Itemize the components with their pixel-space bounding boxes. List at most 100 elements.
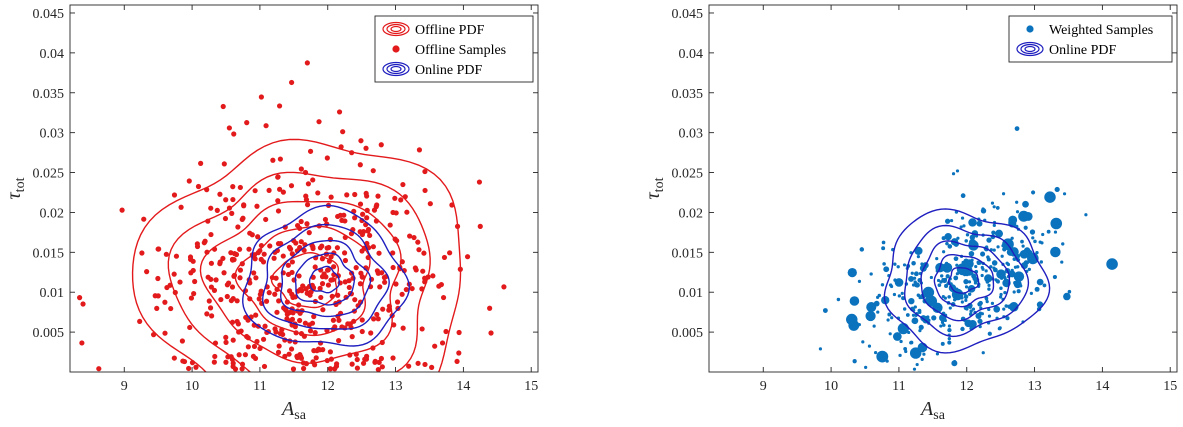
data-point (422, 187, 428, 194)
axes-box (708, 4, 1178, 373)
data-point (945, 218, 951, 224)
data-point (251, 343, 258, 350)
data-point (230, 184, 236, 190)
data-point (945, 274, 950, 279)
data-point (992, 223, 996, 227)
data-point (400, 325, 406, 331)
x-tick-label: 11 (892, 379, 905, 394)
data-point (989, 265, 993, 269)
data-point (218, 296, 224, 303)
x-tick-label: 15 (1163, 379, 1177, 394)
data-point (897, 323, 909, 335)
data-point (1008, 241, 1013, 245)
data-point (273, 275, 279, 281)
data-point (188, 295, 195, 301)
data-point (198, 160, 204, 166)
data-point (280, 253, 286, 259)
data-point (1034, 286, 1040, 292)
data-point (1003, 279, 1008, 284)
data-point (239, 366, 245, 372)
data-point (947, 336, 952, 341)
data-point (899, 339, 903, 344)
data-point (357, 162, 363, 168)
data-point (1016, 289, 1021, 294)
data-point (976, 220, 983, 227)
data-point (96, 366, 102, 372)
data-point (849, 296, 860, 306)
data-point (237, 267, 244, 273)
data-point (992, 266, 996, 270)
legend-dot-icon (392, 45, 400, 53)
data-point (231, 131, 237, 137)
data-point (876, 295, 880, 299)
data-point (257, 248, 263, 254)
data-point (953, 298, 957, 302)
data-point (188, 256, 194, 263)
data-point (1053, 230, 1058, 234)
series-online-pdf-0 (242, 204, 410, 347)
data-point (277, 156, 283, 162)
x-tick-label: 14 (1095, 379, 1109, 394)
data-point (246, 246, 252, 252)
data-point (221, 161, 227, 167)
data-point (275, 208, 282, 214)
data-point (902, 307, 907, 311)
data-point (336, 317, 342, 323)
legend-label: Online PDF (415, 63, 483, 78)
data-point (272, 291, 278, 297)
y-tick-label: 0.04 (40, 47, 65, 62)
data-point (266, 187, 272, 193)
data-point (318, 294, 324, 301)
legend: Offline PDF Offline Samples Online PDF (374, 15, 534, 83)
series-weighted-samples (818, 126, 1118, 371)
data-point (192, 278, 198, 285)
data-point (864, 365, 868, 370)
data-point (144, 269, 150, 275)
data-point (258, 94, 264, 100)
data-point (925, 295, 938, 307)
data-point (403, 286, 409, 293)
data-point (237, 184, 243, 191)
data-point (977, 301, 983, 307)
data-point (306, 230, 312, 236)
data-point (965, 273, 969, 277)
data-point (894, 278, 904, 287)
data-point (316, 119, 322, 125)
data-point (984, 297, 989, 301)
data-point (230, 257, 236, 263)
data-point (280, 331, 286, 338)
data-point (918, 324, 924, 330)
legend-contour-icon (382, 61, 410, 77)
data-point (330, 317, 337, 323)
data-point (822, 308, 828, 313)
data-point (960, 326, 965, 332)
data-point (224, 293, 230, 300)
data-point (1031, 236, 1035, 240)
legend-label: Offline Samples (415, 43, 506, 58)
data-point (876, 350, 889, 363)
data-point (887, 312, 892, 317)
data-point (179, 338, 185, 344)
data-point (336, 338, 342, 344)
data-point (378, 142, 384, 148)
data-point (334, 361, 340, 367)
data-point (186, 178, 192, 184)
data-point (223, 334, 229, 340)
legend-label: Online PDF (1049, 43, 1117, 58)
x-tick-label: 13 (389, 379, 403, 394)
data-point (890, 316, 894, 320)
data-point (352, 215, 358, 221)
contour-level (234, 225, 371, 337)
data-point (233, 251, 240, 258)
data-point (307, 148, 314, 154)
data-point (969, 309, 973, 313)
data-point (1046, 229, 1051, 234)
x-tick-label: 15 (524, 379, 538, 394)
data-point (935, 257, 939, 261)
data-point (190, 267, 196, 274)
x-tick-label: 14 (456, 379, 470, 394)
data-point (956, 236, 960, 240)
data-point (941, 294, 945, 299)
data-point (968, 250, 975, 257)
data-point (371, 207, 378, 213)
